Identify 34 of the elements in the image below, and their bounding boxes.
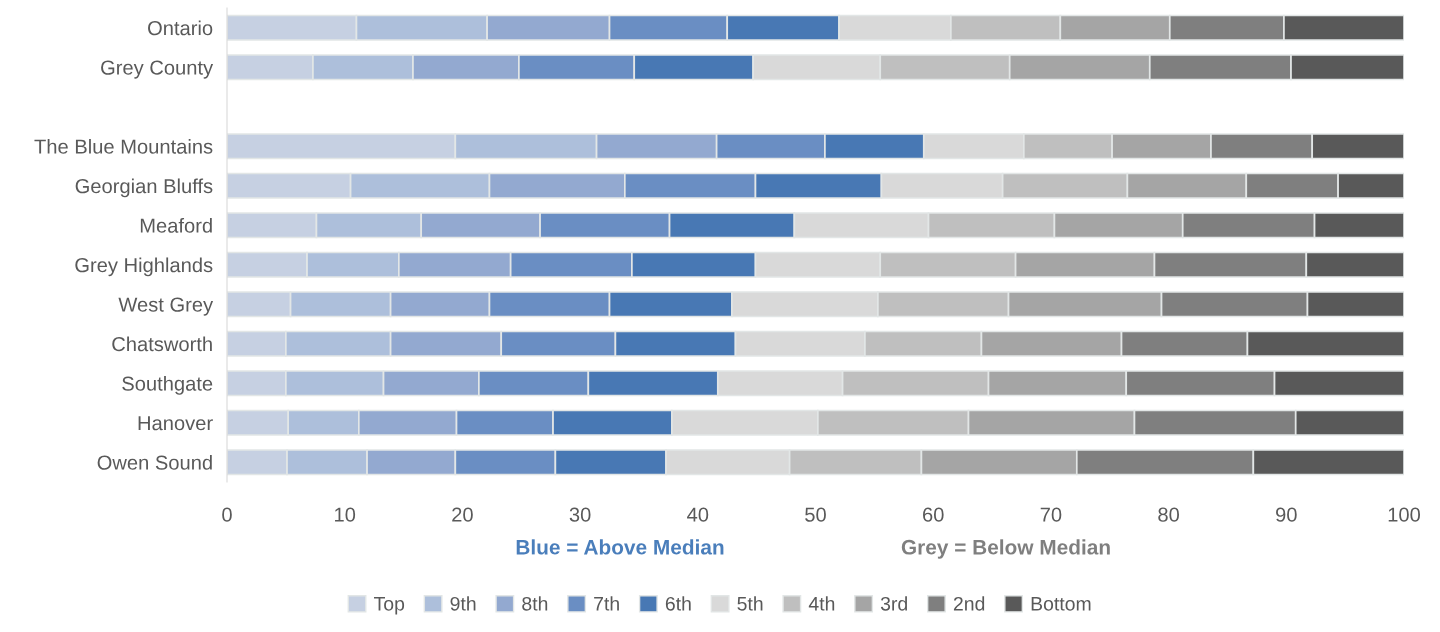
legend-label: 9th <box>450 596 476 611</box>
x-tick-label: 30 <box>569 507 591 522</box>
x-tick-label: 70 <box>1040 507 1062 522</box>
x-tick-label: 50 <box>805 507 826 522</box>
x-tick-label: 80 <box>1158 507 1180 522</box>
x-tick-label: 20 <box>452 507 473 522</box>
legend-label: 2nd <box>953 596 985 611</box>
x-tick-label: 0 <box>222 507 232 522</box>
y-tick-label: Georgian Bluffs <box>75 178 213 198</box>
y-tick-label: Grey County <box>101 60 214 79</box>
x-tick-label: 40 <box>687 507 709 522</box>
x-tick-label: 10 <box>335 507 356 522</box>
legend-label: 7th <box>594 596 619 611</box>
y-tick-label: Ontario <box>148 20 213 36</box>
y-tick-label: Meaford <box>140 217 212 233</box>
legend-label: Top <box>374 597 405 615</box>
y-tick-label: Owen Sound <box>97 454 212 470</box>
y-tick-label: Chatsworth <box>112 336 212 352</box>
y-tick-label: Grey Highlands <box>75 257 213 277</box>
y-tick-label: Hanover <box>138 416 213 431</box>
legend-label: 3rd <box>880 596 907 611</box>
legend-label: 4th <box>808 596 835 611</box>
legend-label: 5th <box>737 596 763 611</box>
text: Grey = Below Median <box>901 539 1110 559</box>
legend-label: 8th <box>522 596 548 611</box>
text: Blue = Above Median <box>516 539 724 555</box>
x-tick-label: 90 <box>1276 507 1297 522</box>
x-tick-label: 100 <box>1388 507 1421 522</box>
x-tick-label: 60 <box>923 507 944 522</box>
y-tick-label: Southgate <box>122 375 213 395</box>
y-tick-label: West Grey <box>118 297 214 316</box>
y-tick-label: The Blue Mountains <box>34 138 213 154</box>
legend-label: Bottom <box>1031 597 1091 611</box>
legend-label: 6th <box>665 596 691 611</box>
